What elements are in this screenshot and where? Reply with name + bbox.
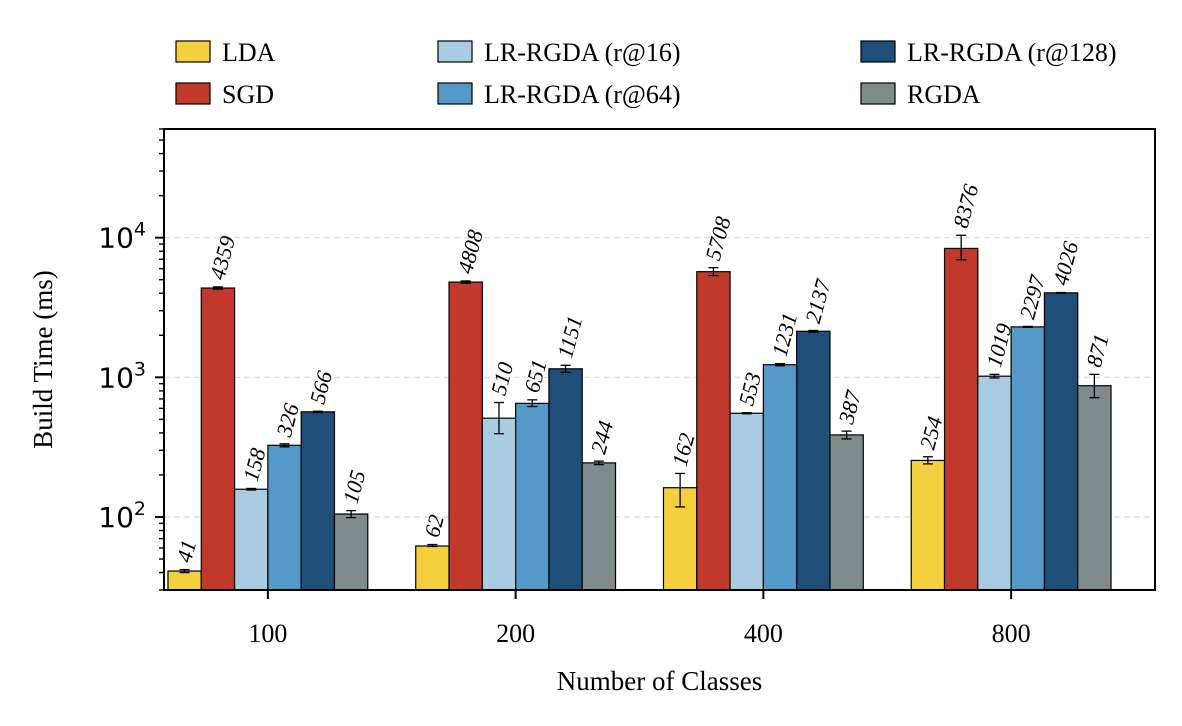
- legend-label: LDA: [222, 38, 276, 67]
- bar: [548, 368, 583, 591]
- bars: [167, 247, 1112, 591]
- x-tick-label: 400: [744, 619, 783, 648]
- bar: [267, 444, 302, 591]
- y-tick-label: 103: [98, 358, 146, 394]
- data-label: 4808: [452, 227, 488, 276]
- y-tick-label: 102: [98, 498, 146, 534]
- data-label: 5708: [700, 214, 736, 263]
- data-label: 651: [519, 357, 552, 395]
- data-label: 566: [305, 368, 338, 406]
- x-tick-label: 100: [248, 619, 287, 648]
- data-label: 62: [419, 512, 449, 540]
- error-bars: [179, 234, 1100, 574]
- bar: [910, 459, 946, 591]
- bar: [729, 412, 764, 591]
- x-axis-label: Number of Classes: [557, 666, 762, 696]
- x-axis: 100 200 400 800: [248, 590, 1031, 648]
- bar: [581, 462, 617, 591]
- data-label: 2137: [800, 276, 836, 326]
- legend-swatch: [437, 82, 473, 105]
- data-label: 1151: [552, 313, 587, 360]
- bar: [977, 375, 1012, 591]
- bar: [300, 411, 336, 591]
- bar: [515, 402, 550, 591]
- bar: [333, 513, 369, 591]
- y-tick-label: 104: [98, 219, 146, 255]
- data-label: 244: [586, 418, 619, 456]
- legend-label: LR-RGDA (r@128): [907, 38, 1117, 67]
- bar: [233, 488, 269, 591]
- bar: [943, 247, 979, 591]
- data-label: 510: [486, 359, 519, 397]
- x-tick-label: 200: [496, 619, 535, 648]
- data-label: 871: [1081, 331, 1114, 369]
- x-tick-label: 800: [992, 619, 1031, 648]
- data-label: 8376: [948, 182, 984, 231]
- legend-label: RGDA: [907, 80, 981, 109]
- bar: [448, 281, 483, 591]
- bar: [762, 364, 798, 591]
- bar: [696, 271, 731, 591]
- bar: [415, 545, 450, 591]
- legend-label: SGD: [222, 80, 274, 109]
- legend-swatch: [175, 40, 211, 63]
- bar: [200, 287, 236, 591]
- data-label: 158: [238, 445, 271, 483]
- data-label: 162: [667, 430, 700, 468]
- data-label: 4026: [1048, 239, 1084, 288]
- legend-swatch: [860, 40, 896, 63]
- legend: LDA SGD LR-RGDA (r@16) LR-RGDA (r@64) LR-RGD…: [175, 38, 1117, 109]
- bar: [1010, 326, 1046, 591]
- y-axis-label: Build Time (ms): [28, 270, 58, 449]
- legend-swatch: [860, 82, 896, 105]
- data-label: 254: [915, 414, 948, 452]
- data-label: 4359: [205, 233, 241, 282]
- legend-label: LR-RGDA (r@64): [484, 80, 681, 109]
- bar: [481, 417, 517, 591]
- y-axis: 102 103 104: [98, 128, 164, 591]
- bar: [1043, 292, 1079, 591]
- data-label: 105: [338, 468, 371, 506]
- data-label: 387: [833, 387, 866, 427]
- bar: [829, 434, 864, 591]
- bar: [796, 330, 831, 591]
- data-label: 326: [271, 401, 304, 440]
- bar: [1077, 385, 1112, 591]
- legend-swatch: [437, 40, 473, 63]
- data-label: 553: [733, 370, 766, 408]
- plot-frame: [163, 128, 1156, 591]
- legend-label: LR-RGDA (r@16): [484, 38, 681, 67]
- data-label: 41: [171, 537, 201, 565]
- legend-swatch: [175, 82, 211, 105]
- bar: [167, 570, 202, 591]
